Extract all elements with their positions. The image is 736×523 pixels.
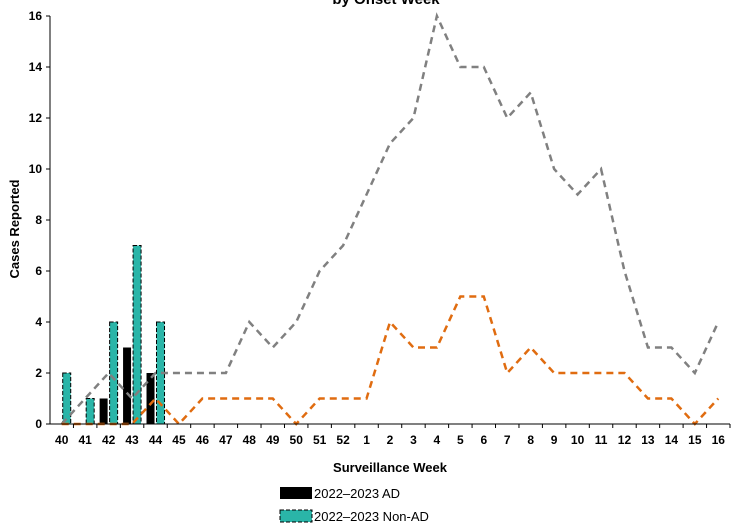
x-tick-label: 14 — [665, 433, 679, 447]
y-tick-label: 8 — [35, 213, 42, 227]
bar-non-ad — [132, 245, 142, 425]
bar-ad — [123, 347, 132, 424]
x-tick-label: 13 — [641, 433, 655, 447]
bar-ad — [99, 398, 108, 424]
chart-title: by Onset Week — [332, 0, 440, 8]
x-tick-label: 48 — [243, 433, 257, 447]
x-tick-label: 3 — [410, 433, 417, 447]
x-tick-label: 40 — [55, 433, 69, 447]
legend-swatch-ad — [280, 487, 312, 499]
bar-non-ad — [85, 398, 95, 425]
x-tick-label: 9 — [551, 433, 558, 447]
legend-item-ad: 2022–2023 AD — [280, 486, 400, 501]
x-tick-label: 10 — [571, 433, 585, 447]
y-tick-label: 2 — [35, 366, 42, 380]
x-tick-label: 50 — [290, 433, 304, 447]
bar-non-ad — [62, 372, 72, 425]
x-tick-label: 49 — [266, 433, 280, 447]
x-tick-label: 5 — [457, 433, 464, 447]
legend: 2022–2023 AD 2022–2023 Non-AD — [279, 486, 429, 523]
x-tick-label: 46 — [196, 433, 210, 447]
x-tick-label: 47 — [219, 433, 233, 447]
x-tick-label: 2 — [387, 433, 394, 447]
y-axis-ticks: 0 2 4 6 8 10 12 14 16 — [29, 9, 50, 431]
bar-ad — [146, 373, 155, 424]
bar-non-ad — [109, 321, 119, 425]
x-axis-title: Surveillance Week — [333, 460, 448, 475]
y-tick-label: 14 — [29, 60, 43, 74]
y-tick-label: 0 — [35, 417, 42, 431]
legend-label-non-ad: 2022–2023 Non-AD — [314, 509, 429, 523]
x-tick-label: 11 — [595, 433, 608, 447]
x-tick-label: 41 — [78, 433, 92, 447]
x-tick-label: 52 — [336, 433, 350, 447]
x-tick-label: 51 — [313, 433, 327, 447]
x-tick-label: 6 — [480, 433, 487, 447]
x-tick-label: 4 — [434, 433, 441, 447]
legend-label-ad: 2022–2023 AD — [314, 486, 400, 501]
legend-swatch-non-ad — [279, 509, 313, 523]
x-tick-label: 12 — [618, 433, 632, 447]
y-axis-title: Cases Reported — [7, 179, 22, 278]
x-tick-label: 42 — [102, 433, 116, 447]
series-line-orange — [61, 295, 720, 426]
x-tick-label: 16 — [712, 433, 726, 447]
x-tick-label: 1 — [363, 433, 370, 447]
line-layer — [60, 12, 720, 426]
bar-layer — [62, 245, 166, 425]
legend-item-non-ad: 2022–2023 Non-AD — [279, 509, 429, 523]
x-tick-label: 15 — [688, 433, 702, 447]
y-tick-label: 16 — [29, 9, 43, 23]
x-tick-label: 44 — [149, 433, 163, 447]
x-tick-label: 7 — [504, 433, 511, 447]
x-tick-label: 8 — [527, 433, 534, 447]
y-tick-label: 10 — [29, 162, 43, 176]
x-tick-label: 43 — [125, 433, 139, 447]
x-axis-ticks: 40 41 42 43 44 45 46 47 48 49 50 51 52 1 2 3 4 5 6 7 8 9 10 11 1… — [55, 424, 731, 447]
y-tick-label: 4 — [35, 315, 42, 329]
y-tick-label: 6 — [35, 264, 42, 278]
x-tick-label: 45 — [172, 433, 186, 447]
y-tick-label: 12 — [29, 111, 43, 125]
